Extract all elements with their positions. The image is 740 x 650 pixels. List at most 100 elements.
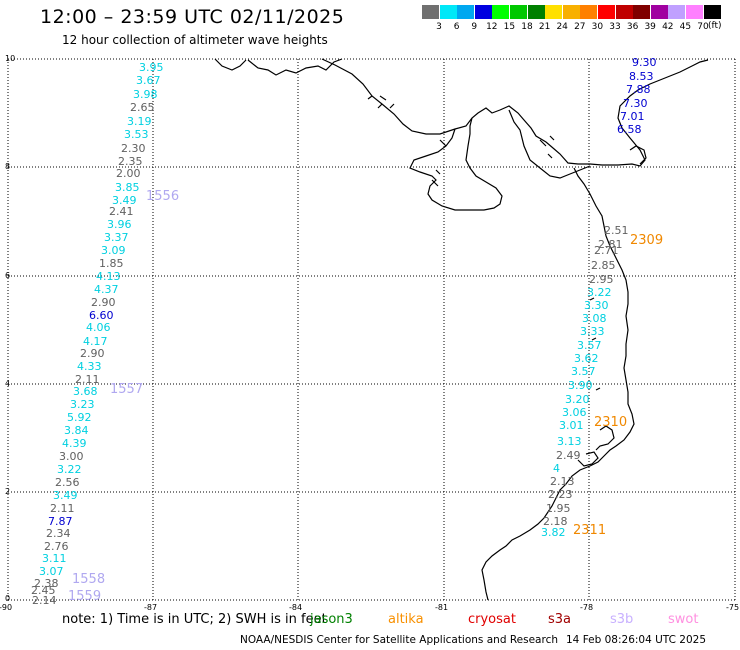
legend-unit: (ft) <box>708 21 722 31</box>
wave-height-label: 2.18 <box>543 515 568 528</box>
wave-height-label: 2.13 <box>550 475 575 488</box>
satellite-s3b: s3b <box>610 612 634 627</box>
wave-height-label: 3.08 <box>582 312 607 325</box>
wave-height-label: 3.33 <box>580 325 605 338</box>
wave-height-label: 9.30 <box>632 56 657 69</box>
wave-height-label: 4.17 <box>83 335 108 348</box>
pass-number-label: 2310 <box>594 415 628 430</box>
pass-number-label: 1558 <box>72 572 106 587</box>
wave-height-label: 2.34 <box>46 527 71 540</box>
wave-height-label: 3.19 <box>127 115 152 128</box>
wave-height-label: 3.01 <box>559 419 584 432</box>
legend-label: 3 <box>436 22 442 32</box>
wave-height-label: 6.58 <box>617 123 642 136</box>
y-tick-label: 8 <box>5 162 11 171</box>
legend-swatch <box>562 5 580 19</box>
footer-credit: NOAA/NESDIS Center for Satellite Applica… <box>240 634 558 646</box>
legend-swatch <box>650 5 668 19</box>
legend-label: 15 <box>503 22 516 32</box>
legend-label: 21 <box>538 22 551 32</box>
x-tick-label: -87 <box>144 603 158 612</box>
wave-height-label: 3.85 <box>115 181 140 194</box>
legend-label: 33 <box>609 22 621 32</box>
wave-height-label: 3.20 <box>565 393 590 406</box>
wave-height-label: 4 <box>553 462 560 475</box>
legend-swatch <box>457 5 475 19</box>
wave-height-label: 4.37 <box>94 283 119 296</box>
wave-height-label: 3.95 <box>139 61 164 74</box>
wave-height-label: 2.41 <box>109 205 134 218</box>
pass-number-label: 2309 <box>630 233 664 248</box>
wave-height-label: 3.62 <box>574 352 599 365</box>
wave-height-label: 3.06 <box>562 406 587 419</box>
legend-swatch <box>439 5 457 19</box>
wave-height-label: 3.67 <box>136 74 161 87</box>
wave-height-label: 3.00 <box>59 450 84 463</box>
footer-timestamp: 14 Feb 08:26:04 UTC 2025 <box>566 634 706 646</box>
page-title: 12:00 – 23:59 UTC 02/11/2025 <box>40 6 345 28</box>
wave-height-label: 3.07 <box>39 565 64 578</box>
wave-height-label: 3.53 <box>124 128 149 141</box>
legend-swatch <box>474 5 492 19</box>
legend-swatch <box>492 5 510 19</box>
wave-height-label: 1.85 <box>99 257 124 270</box>
wave-height-label: 2.71 <box>594 244 619 257</box>
legend-label: 12 <box>486 22 498 32</box>
x-tick-label: -75 <box>726 603 740 612</box>
wave-height-label: 3.23 <box>70 398 95 411</box>
wave-height-label: 3.90 <box>568 379 593 392</box>
wave-height-label: 2.14 <box>32 594 57 607</box>
y-tick-label: 2 <box>5 487 11 496</box>
y-tick-label: 6 <box>5 271 11 280</box>
wave-height-label: 1.95 <box>546 502 571 515</box>
x-tick-label: -84 <box>289 603 303 612</box>
wave-height-label: 3.57 <box>577 339 602 352</box>
satellite-jason3: jason3 <box>310 612 353 627</box>
wave-height-label: 3.30 <box>584 299 609 312</box>
wave-height-label: 2.49 <box>556 449 581 462</box>
legend-label: 6 <box>453 22 460 32</box>
wave-height-label: 3.96 <box>107 218 132 231</box>
wave-height-label: 5.92 <box>67 411 92 424</box>
wave-height-label: 2.90 <box>91 296 116 309</box>
x-tick-label: -90 <box>0 603 13 612</box>
y-tick-label: 10 <box>5 54 16 63</box>
pass-number-label: 1556 <box>146 189 180 204</box>
legend-label: 27 <box>574 22 586 32</box>
legend-label: 39 <box>644 22 656 32</box>
legend-label: 36 <box>626 22 639 32</box>
wave-height-label: 3.22 <box>57 463 82 476</box>
note-text: note: 1) Time is in UTC; 2) SWH is in fe… <box>62 612 327 627</box>
legend-swatch <box>598 5 615 19</box>
wave-height-label: 4.06 <box>86 321 111 334</box>
legend-swatch <box>527 5 545 19</box>
wave-height-label: 2.38 <box>34 577 59 590</box>
wave-height-label: 3.68 <box>73 385 98 398</box>
wave-height-label: 3.98 <box>133 88 158 101</box>
legend-swatch <box>615 5 633 19</box>
wave-height-label: 3.37 <box>104 231 129 244</box>
legend-swatch <box>510 5 527 19</box>
legend-swatch <box>422 5 439 19</box>
wave-height-label: 2.51 <box>604 224 629 237</box>
wave-height-label: 2.00 <box>116 167 141 180</box>
coastline <box>214 58 709 601</box>
wave-height-label: 2.81 <box>598 238 623 251</box>
wave-height-label: 3.11 <box>42 552 67 565</box>
wave-height-label: 2.56 <box>55 476 80 489</box>
wave-height-label: 7.87 <box>48 515 73 528</box>
wave-height-label: 4.39 <box>62 437 87 450</box>
wave-height-label: 2.45 <box>31 584 56 597</box>
wave-height-label: 2.90 <box>80 347 105 360</box>
x-tick-label: -81 <box>435 603 449 612</box>
page-subtitle: 12 hour collection of altimeter wave hei… <box>62 33 328 47</box>
pass-number-label: 1557 <box>110 382 144 397</box>
wave-height-label: 3.49 <box>53 489 78 502</box>
pass-number-label: 1559 <box>68 589 102 604</box>
wave-height-label: 2.95 <box>589 273 614 286</box>
satellite-cryosat: cryosat <box>468 612 516 627</box>
wave-height-label: 2.23 <box>548 488 573 501</box>
legend-label: 9 <box>471 22 478 32</box>
pass-number-label: 2311 <box>573 523 607 538</box>
